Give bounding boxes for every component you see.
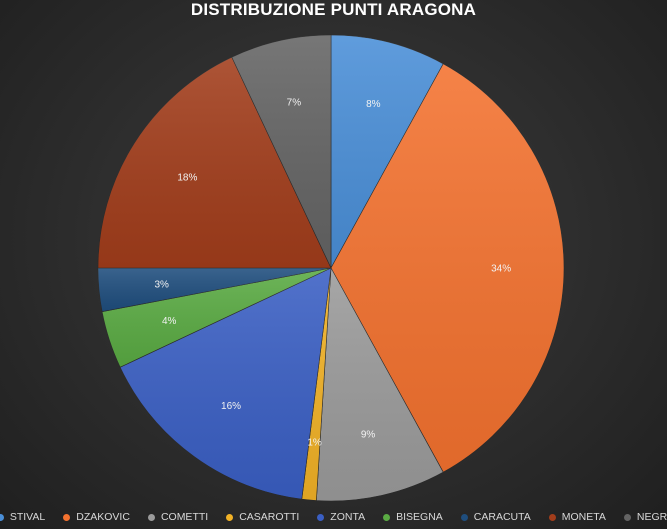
legend-label: STIVAL (9, 511, 46, 523)
legend: STIVAL DZAKOVIC COMETTI CASAROTTI ZONTA BISEG… (0, 511, 667, 523)
data-label: 7% (287, 98, 302, 109)
legend-item: ZONTA (317, 511, 365, 523)
chart-title: DISTRIBUZIONE PUNTI ARAGONA (190, 0, 477, 19)
slice-shade (120, 268, 332, 500)
legend-item: NEGRI (623, 511, 667, 523)
slice-shade (98, 268, 331, 312)
slice-shade (98, 57, 331, 269)
slice-shade (331, 35, 444, 268)
legend-item: COMETTI (147, 511, 209, 523)
slice-shade (331, 63, 564, 473)
legend-label: ZONTA (330, 511, 366, 523)
legend-swatch (63, 513, 71, 521)
data-label: 9% (361, 429, 376, 440)
data-label: 16% (221, 401, 241, 412)
data-label: 18% (177, 172, 197, 183)
legend-label: MONETA (561, 511, 606, 523)
legend-item: CASAROTTI (226, 511, 299, 523)
data-label: 3% (154, 280, 169, 291)
legend-swatch (548, 513, 556, 521)
legend-swatch (226, 513, 234, 521)
legend-swatch (317, 513, 325, 521)
data-label: 4% (162, 316, 177, 327)
slice-shade (231, 35, 331, 268)
data-label: 1% (307, 437, 322, 448)
data-label: 8% (366, 99, 381, 110)
legend-swatch (147, 513, 155, 521)
legend-label: CASAROTTI (239, 511, 300, 523)
legend-item: CARACUTA (460, 511, 531, 523)
legend-item: BISEGNA (383, 511, 443, 523)
legend-label: COMETTI (160, 511, 209, 523)
slice-shade (316, 268, 444, 501)
legend-swatch (623, 513, 631, 521)
legend-item: MONETA (548, 511, 606, 523)
legend-swatch (383, 513, 391, 521)
legend-label: CARACUTA (473, 511, 531, 523)
legend-swatch (0, 513, 4, 521)
data-label: 34% (491, 264, 511, 275)
legend-item: STIVAL (0, 511, 45, 523)
legend-item: DZAKOVIC (63, 511, 130, 523)
legend-label: DZAKOVIC (76, 511, 130, 523)
legend-swatch (460, 513, 468, 521)
legend-label: BISEGNA (396, 511, 443, 523)
legend-label: NEGRI (636, 511, 667, 523)
slice-shade (102, 268, 331, 368)
